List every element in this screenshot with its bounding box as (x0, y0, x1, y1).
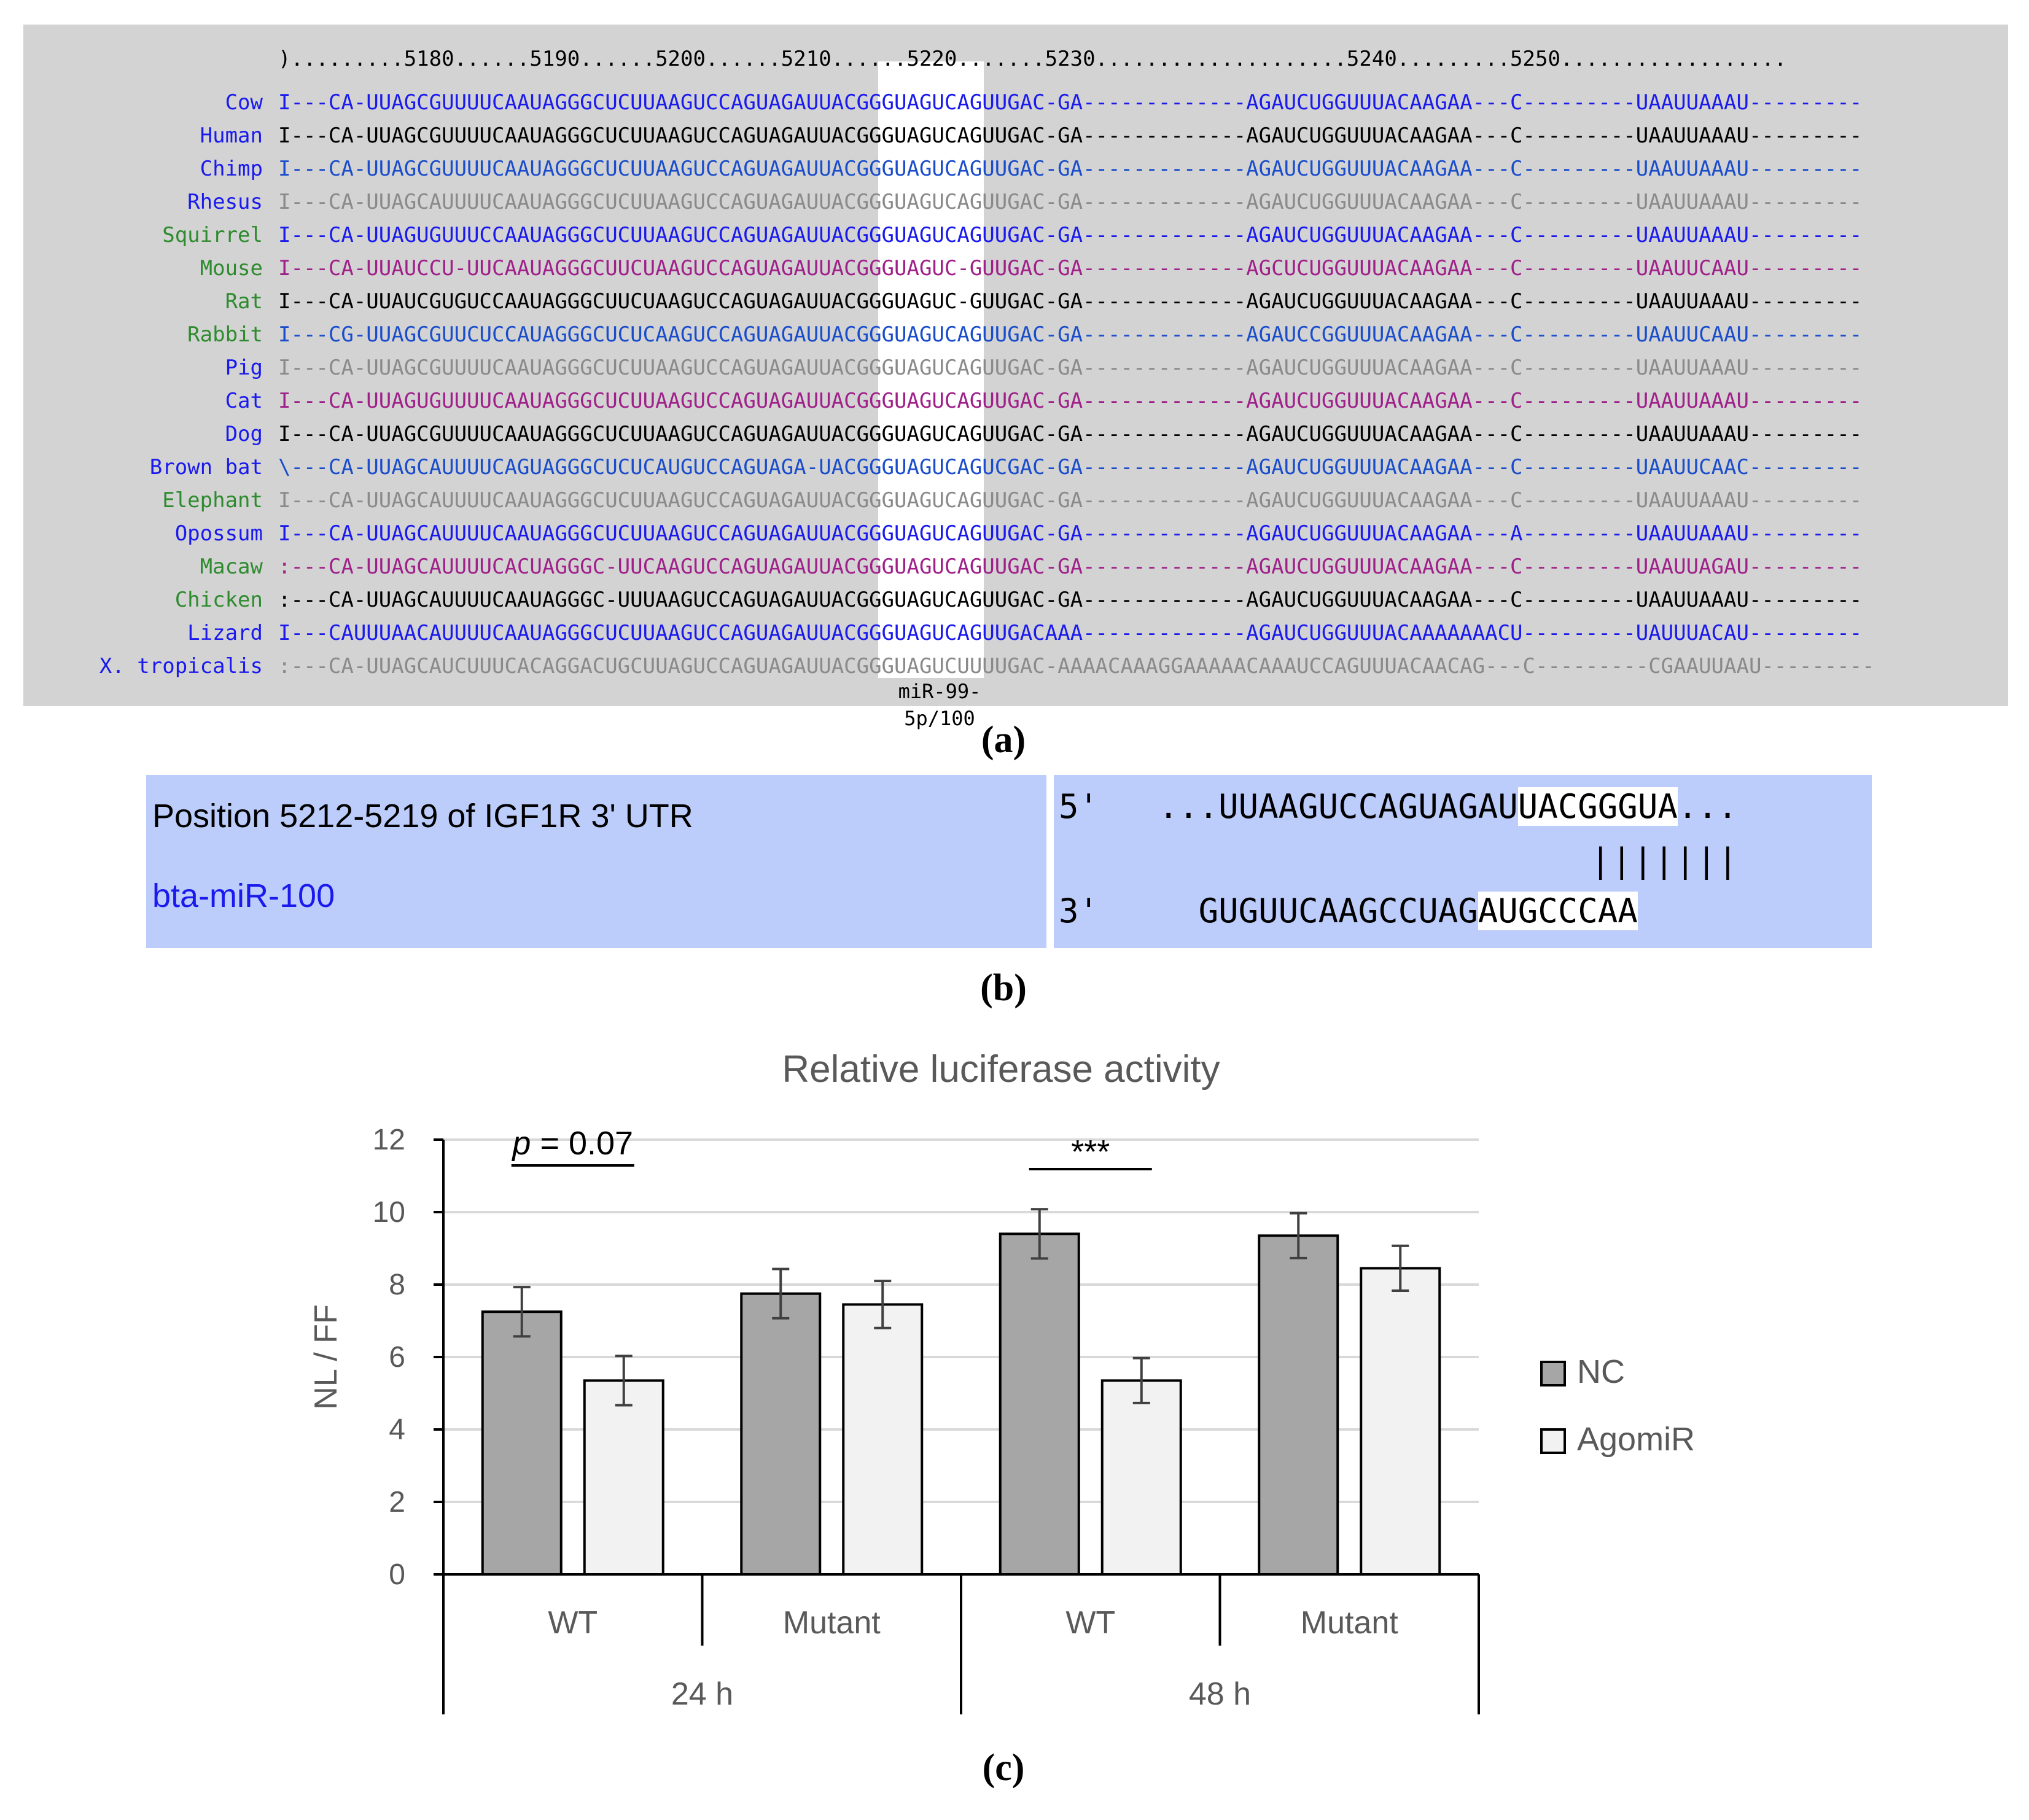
species-sequence: :---CA-UUAGCAUCUUUCACAGGACUGCUUAGUCCAGUA… (278, 654, 1875, 679)
bar-nc (740, 1292, 822, 1576)
utr-prefix: 5' ...UUAAGUCCAGUAGAU (1059, 787, 1518, 826)
species-name: Lizard (187, 621, 263, 645)
y-axis-label: NL / FF (308, 1304, 344, 1409)
species-name: Chicken (174, 588, 263, 612)
species-sequence: I---CA-UUAGCGUUUUCAAUAGGGCUCUUAAGUCCAGUA… (278, 157, 1863, 181)
chart-title: Relative luciferase activity (782, 1048, 1220, 1091)
species-name: Pig (225, 356, 263, 380)
species-sequence: :---CA-UUAGCAUUUUCAAUAGGGC-UUUAAGUCCAGUA… (278, 588, 1863, 612)
species-sequence: I---CG-UUAGCGUUCUCCAUAGGGCUCUCAAGUCCAGUA… (278, 322, 1863, 347)
species-sequence: I---CA-UUAGCAUUUUCAAUAGGGCUCUUAAGUCCAGUA… (278, 488, 1863, 513)
utr-suffix: ... (1677, 787, 1738, 826)
mirna-sequence-line: 3' GUGUUCAAGCCUAGAUGCCCAA (1059, 892, 1638, 930)
species-name: Macaw (200, 554, 263, 579)
species-sequence: \---CA-UUAGCAUUUUCAGUAGGGCUCUCAUGUCCAGUA… (278, 455, 1863, 480)
y-tick-label: 8 (389, 1269, 405, 1301)
category-label: WT (1065, 1605, 1115, 1641)
species-sequence: I---CAUUUAACAUUUUCAAUAGGGCUCUUAAGUCCAGUA… (278, 621, 1863, 645)
group-label: 24 h (671, 1676, 733, 1712)
pairing-diagram: 5' ...UUAAGUCCAGUAGAUUACGGGUA... |||||||… (1054, 775, 1872, 948)
species-name: Brown bat (149, 455, 263, 480)
utr-binding-site: UACGGGUA (1517, 787, 1678, 826)
legend-swatch-nc (1540, 1361, 1566, 1386)
species-name: Cat (225, 389, 263, 413)
species-sequence: I---CA-UUAGUGUUUCCAAUAGGGCUCUUAAGUCCAGUA… (278, 223, 1863, 247)
panel-c-label: (c) (982, 1747, 1025, 1789)
legend-label: NC (1577, 1353, 1625, 1390)
bar-agomir (842, 1303, 924, 1576)
species-sequence: :---CA-UUAGCAUUUUCACUAGGGC-UUCAAGUCCAGUA… (278, 554, 1863, 579)
species-name: Dog (225, 422, 263, 446)
seed-site-highlight (878, 61, 984, 678)
species-name: Mouse (200, 256, 263, 281)
y-tick-label: 0 (389, 1558, 405, 1591)
mirna-name: bta-miR-100 (152, 877, 335, 914)
species-sequence: I---CA-UUAGCAUUUUCAAUAGGGCUCUUAAGUCCAGUA… (278, 190, 1863, 214)
species-name: X. tropicalis (99, 654, 263, 679)
bar-agomir (1360, 1267, 1441, 1576)
species-sequence: I---CA-UUAGCAUUUUCAAUAGGGCUCUUAAGUCCAGUA… (278, 521, 1863, 546)
species-sequence: I---CA-UUAGCGUUUUCAAUAGGGCUCUUAAGUCCAGUA… (278, 123, 1863, 148)
alignment-panel: ).........5180......5190......5200......… (23, 25, 2008, 730)
species-name: Opossum (174, 521, 263, 546)
pairing-bars: ||||||| (1591, 841, 1739, 880)
group-label: 48 h (1189, 1676, 1251, 1712)
species-name: Human (200, 123, 263, 148)
species-sequence: I---CA-UUAGCGUUUUCAAUAGGGCUCUUAAGUCCAGUA… (278, 356, 1863, 380)
species-name: Rabbit (187, 322, 263, 347)
category-label: Mutant (783, 1605, 881, 1641)
mirna-seed: AUGCCCAA (1478, 892, 1638, 930)
y-tick-label: 2 (389, 1486, 405, 1519)
bar-nc (481, 1310, 563, 1576)
bar-nc (1258, 1234, 1339, 1576)
mirna-family-label: miR-99-5p/100 (898, 680, 981, 730)
utr-sequence-line: 5' ...UUAAGUCCAGUAGAUUACGGGUA... (1059, 787, 1738, 826)
bar-nc (999, 1232, 1080, 1576)
category-label: WT (548, 1605, 598, 1641)
species-name: Squirrel (162, 223, 263, 247)
species-sequence: I---CA-UUAGUGUUUUCAAUAGGGCUCUUAAGUCCAGUA… (278, 389, 1863, 413)
legend-swatch-agomir (1540, 1428, 1566, 1454)
species-sequence: I---CA-UUAUCCU-UUCAAUAGGGCUUCUAAGUCCAGUA… (278, 256, 1863, 281)
significance-label: p = 0.07 (511, 1125, 633, 1162)
significance-label: *** (1071, 1134, 1110, 1170)
y-tick-label: 6 (389, 1341, 405, 1374)
y-tick-label: 12 (373, 1124, 405, 1156)
target-site-info: Position 5212-5219 of IGF1R 3' UTR bta-m… (146, 775, 1046, 948)
panel-a-label: (a) (981, 719, 1026, 761)
panel-b-label: (b) (980, 967, 1027, 1009)
species-sequence: I---CA-UUAGCGUUUUCAAUAGGGCUCUUAAGUCCAGUA… (278, 422, 1863, 446)
category-label: Mutant (1301, 1605, 1399, 1641)
species-sequence: I---CA-UUAGCGUUUUCAAUAGGGCUCUUAAGUCCAGUA… (278, 90, 1863, 115)
position-ruler: ).........5180......5190......5200......… (278, 47, 1787, 71)
legend-label: AgomiR (1577, 1421, 1695, 1458)
bar-agomir (583, 1379, 664, 1576)
y-tick-label: 4 (389, 1414, 405, 1446)
species-sequence: I---CA-UUAUCGUGUCCAAUAGGGCUUCUAAGUCCAGUA… (278, 289, 1863, 314)
species-name: Cow (225, 90, 263, 115)
species-name: Rhesus (187, 190, 263, 214)
species-name: Chimp (200, 157, 263, 181)
target-position-text: Position 5212-5219 of IGF1R 3' UTR (152, 798, 693, 834)
species-name: Elephant (162, 488, 263, 513)
bar-agomir (1100, 1379, 1182, 1576)
mirna-prefix: 3' GUGUUCAAGCCUAG (1059, 892, 1478, 930)
y-tick-label: 10 (373, 1196, 405, 1229)
species-name: Rat (225, 289, 263, 314)
